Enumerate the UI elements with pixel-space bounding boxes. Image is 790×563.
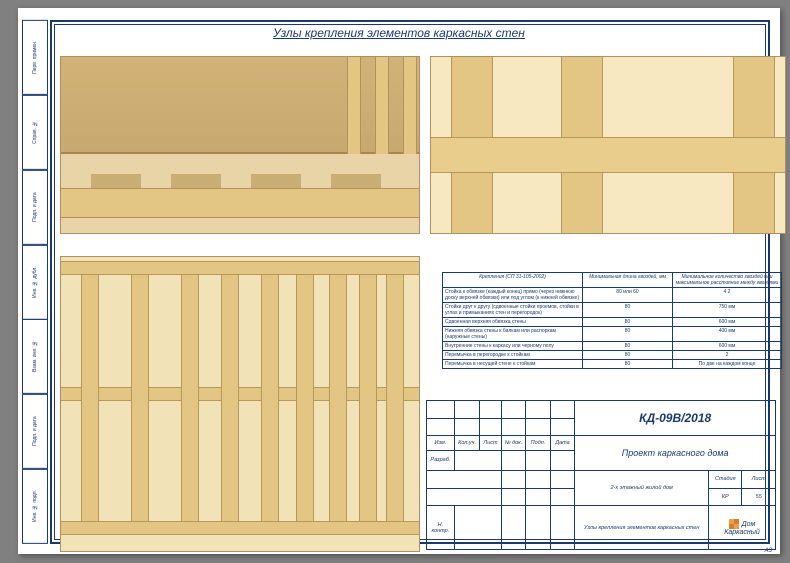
spec-cell: 80 — [583, 318, 673, 327]
side-label: Подп. и дата — [22, 170, 48, 245]
spec-header: Крепления (СП 31-105-2002) — [443, 273, 583, 288]
spec-cell: Перемычка в несущей стене к стойкам — [443, 360, 583, 369]
spec-cell: 80 — [583, 351, 673, 360]
spec-cell: 600 мм — [673, 318, 782, 327]
project-name: Проект каркасного дома — [575, 436, 776, 471]
col-label: Подп. — [526, 436, 551, 451]
sheet-label: Лист — [742, 471, 776, 489]
col-label: № док. — [501, 436, 526, 451]
spec-cell: 2 — [673, 351, 782, 360]
spec-cell: 4 2 — [673, 288, 782, 303]
stage-label: Стадия — [709, 471, 742, 489]
sheet-title: Узлы крепления элементов каркасных стен — [575, 506, 709, 550]
spec-cell: 750 мм — [673, 303, 782, 318]
col-label: Кол.уч. — [454, 436, 480, 451]
render-beam-detail — [430, 56, 786, 234]
stage-value: КР — [709, 488, 742, 506]
spec-cell: 80 или 60 — [583, 288, 673, 303]
side-label: Инв. № дубл. — [22, 245, 48, 320]
spec-header: Минимальная длина гвоздей, мм — [583, 273, 673, 288]
role: Разраб. — [427, 450, 455, 470]
render-wall-frame — [60, 256, 420, 552]
sheet-value: 55 — [742, 488, 776, 506]
spec-cell: Нижняя обвязка стены к балкам или распор… — [443, 327, 583, 342]
spec-cell: 80 — [583, 303, 673, 318]
side-label: Инв. № подл. — [22, 469, 48, 544]
spec-cell: По две на каждом конце — [673, 360, 782, 369]
spec-cell: Перемычка в перегородке к стойкам — [443, 351, 583, 360]
spec-row: Перемычка в перегородке к стойкам802 — [443, 351, 782, 360]
spec-cell: Сдвоенная верхняя обвязка стены — [443, 318, 583, 327]
side-label: Взам. инв. № — [22, 319, 48, 394]
spec-row: Стойки друг к другу (сдвоенные стойки пр… — [443, 303, 782, 318]
spec-header: Минимальное количество гвоздей или макси… — [673, 273, 782, 288]
format-label: A3 — [765, 548, 772, 554]
spec-cell: Стойки друг к другу (сдвоенные стойки пр… — [443, 303, 583, 318]
company-logo: Дом Каркасный — [709, 506, 776, 550]
col-label: Лист — [480, 436, 501, 451]
title-block: КД-09В/2018 Изм. Кол.уч. Лист № док. Под… — [426, 400, 776, 550]
page-title: Узлы крепления элементов каркасных стен — [18, 26, 780, 40]
spec-row: Перемычка в несущей стене к стойкам80По … — [443, 360, 782, 369]
binding-strip: Инв. № подл. Подп. и дата Взам. инв. № И… — [22, 20, 48, 544]
spec-cell: 80 — [583, 327, 673, 342]
object-name: 2-х этажный жилой дом — [575, 471, 709, 506]
spec-cell: 400 мм — [673, 327, 782, 342]
spec-row: Нижняя обвязка стены к балкам или распор… — [443, 327, 782, 342]
col-label: Дата — [550, 436, 575, 451]
spec-cell: Стойка к обвязке (каждый конец) прямо (ч… — [443, 288, 583, 303]
spec-cell: 80 — [583, 360, 673, 369]
spec-row: Стойка к обвязке (каждый конец) прямо (ч… — [443, 288, 782, 303]
spec-row: Внутренние стены к каркасу или черному п… — [443, 342, 782, 351]
col-label: Изм. — [427, 436, 455, 451]
fastener-spec-table: Крепления (СП 31-105-2002) Минимальная д… — [442, 272, 782, 369]
render-interior-floor — [60, 56, 420, 234]
spec-cell: 600 мм — [673, 342, 782, 351]
side-label: Справ. № — [22, 95, 48, 170]
house-icon — [729, 519, 739, 529]
side-label: Подп. и дата — [22, 394, 48, 469]
role: Н. контр. — [427, 506, 455, 550]
doc-number: КД-09В/2018 — [575, 401, 776, 436]
spec-row: Сдвоенная верхняя обвязка стены80600 мм — [443, 318, 782, 327]
spec-cell: 80 — [583, 342, 673, 351]
spec-cell: Внутренние стены к каркасу или черному п… — [443, 342, 583, 351]
drawing-sheet: Инв. № подл. Подп. и дата Взам. инв. № И… — [18, 8, 780, 554]
